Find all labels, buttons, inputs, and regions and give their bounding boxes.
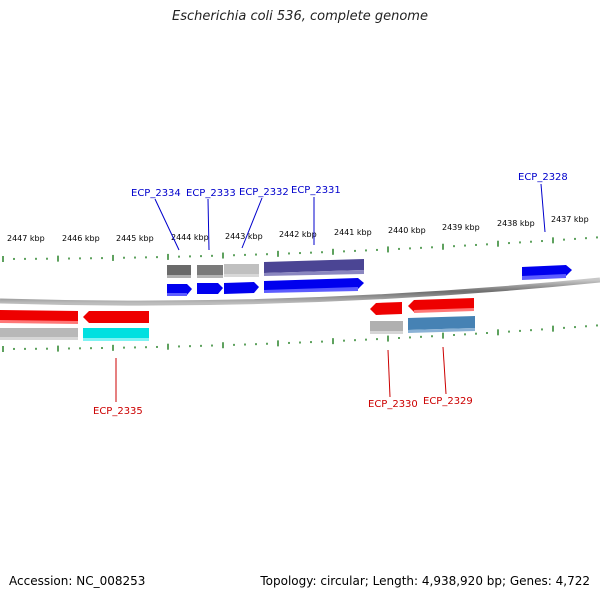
scale-label-2441: 2441 kbp — [334, 228, 372, 237]
leader-ecp-2333 — [207, 198, 210, 251]
feature-box[interactable] — [264, 259, 364, 273]
gene-arrow-shade — [264, 287, 358, 293]
feature-box[interactable] — [0, 337, 78, 340]
gene-label-ecp-2333[interactable]: ECP_2333 — [186, 188, 236, 199]
gene-arrow-shade — [167, 293, 187, 296]
reverse-features-lower — [0, 316, 475, 341]
gene-label-ecp-2329[interactable]: ECP_2329 — [423, 396, 473, 407]
gene-arrow-shade — [0, 320, 78, 324]
feature-box[interactable] — [408, 328, 475, 333]
topology-summary: Topology: circular; Length: 4,938,920 bp… — [260, 574, 590, 588]
scale-label-2447: 2447 kbp — [7, 234, 45, 243]
gene-label-ecp-2331[interactable]: ECP_2331 — [291, 185, 341, 196]
gene-arrow-ecp-2334[interactable] — [167, 284, 192, 295]
gene-arrow-shade — [414, 308, 474, 313]
scale-label-2442: 2442 kbp — [279, 230, 317, 239]
forward-genes — [167, 265, 572, 296]
feature-box[interactable] — [408, 316, 475, 330]
scale-labels: 2447 kbp 2446 kbp 2445 kbp 2444 kbp 2443… — [7, 215, 589, 243]
gene-arrow-ecp-2332[interactable] — [224, 282, 259, 294]
feature-box[interactable] — [224, 264, 259, 276]
gene-arrow-left-partial[interactable] — [0, 310, 78, 323]
feature-box[interactable] — [0, 328, 78, 338]
genome-backbone — [0, 277, 600, 306]
feature-box[interactable] — [370, 331, 403, 334]
feature-box[interactable] — [264, 270, 364, 276]
gene-label-ecp-2328[interactable]: ECP_2328 — [518, 172, 568, 183]
gene-label-ecp-2335[interactable]: ECP_2335 — [93, 406, 143, 417]
scale-ticks-reverse — [2, 324, 598, 352]
accession-text: Accession: NC_008253 — [9, 574, 146, 588]
feature-box[interactable] — [197, 275, 223, 278]
gene-arrow-ecp-2330[interactable] — [370, 302, 402, 315]
scale-label-2446: 2446 kbp — [62, 234, 100, 243]
gene-arrow-ecp-2329[interactable] — [408, 298, 474, 312]
leader-ecp-2328 — [540, 183, 546, 233]
scale-label-2445: 2445 kbp — [116, 234, 154, 243]
gene-labels: ECP_2334 ECP_2333 ECP_2332 ECP_2331 ECP_… — [93, 172, 568, 417]
feature-box[interactable] — [167, 275, 191, 278]
forward-features-upper — [167, 259, 364, 278]
scale-label-2440: 2440 kbp — [388, 226, 426, 235]
feature-box[interactable] — [167, 265, 191, 277]
feature-box[interactable] — [83, 328, 149, 339]
feature-box[interactable] — [224, 274, 259, 277]
gene-arrow-ecp-2333[interactable] — [197, 283, 223, 294]
scale-label-2444: 2444 kbp — [171, 233, 209, 242]
feature-box[interactable] — [197, 265, 223, 277]
feature-box[interactable] — [370, 321, 403, 332]
feature-box[interactable] — [83, 338, 149, 341]
gene-label-ecp-2332[interactable]: ECP_2332 — [239, 187, 289, 198]
leader-ecp-2330 — [387, 349, 391, 398]
reverse-genes — [0, 298, 474, 324]
gene-arrow-shade — [522, 274, 566, 280]
scale-label-2443: 2443 kbp — [225, 232, 263, 241]
map-title: Escherichia coli 536, complete genome — [172, 9, 428, 24]
leader-ecp-2334 — [154, 198, 180, 251]
leader-ecp-2329 — [442, 346, 447, 395]
leader-ecp-2332 — [241, 197, 263, 249]
scale-label-2438: 2438 kbp — [497, 219, 535, 228]
gene-label-ecp-2334[interactable]: ECP_2334 — [131, 188, 181, 199]
scale-ticks-forward — [2, 236, 598, 262]
scale-label-2439: 2439 kbp — [442, 223, 480, 232]
gene-label-ecp-2330[interactable]: ECP_2330 — [368, 399, 418, 410]
label-leaders — [115, 183, 546, 402]
gene-arrow-ecp-2335[interactable] — [83, 311, 149, 323]
scale-label-2437: 2437 kbp — [551, 215, 589, 224]
